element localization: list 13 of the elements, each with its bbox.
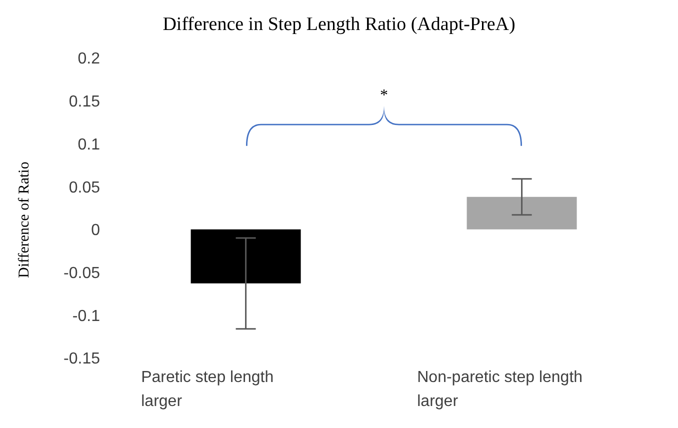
- chart-title: Difference in Step Length Ratio (Adapt-PreA): [162, 13, 516, 37]
- y-tick-label: 0.05: [68, 179, 100, 196]
- x-tick-label: Non-paretic step length larger: [417, 369, 583, 410]
- x-tick-label: Paretic step length larger: [141, 369, 274, 410]
- annotation: *: [380, 86, 388, 104]
- y-tick-label: -0.1: [72, 308, 100, 325]
- y-tick-label: 0.1: [78, 136, 100, 154]
- y-axis-title: Difference of Ratio: [16, 162, 32, 278]
- y-tick-label: 0.2: [78, 50, 100, 68]
- y-tick-label: 0.15: [68, 94, 100, 111]
- y-tick-label: 0: [91, 222, 100, 240]
- y-tick-label: -0.05: [64, 264, 100, 282]
- y-tick-label: -0.15: [64, 350, 100, 368]
